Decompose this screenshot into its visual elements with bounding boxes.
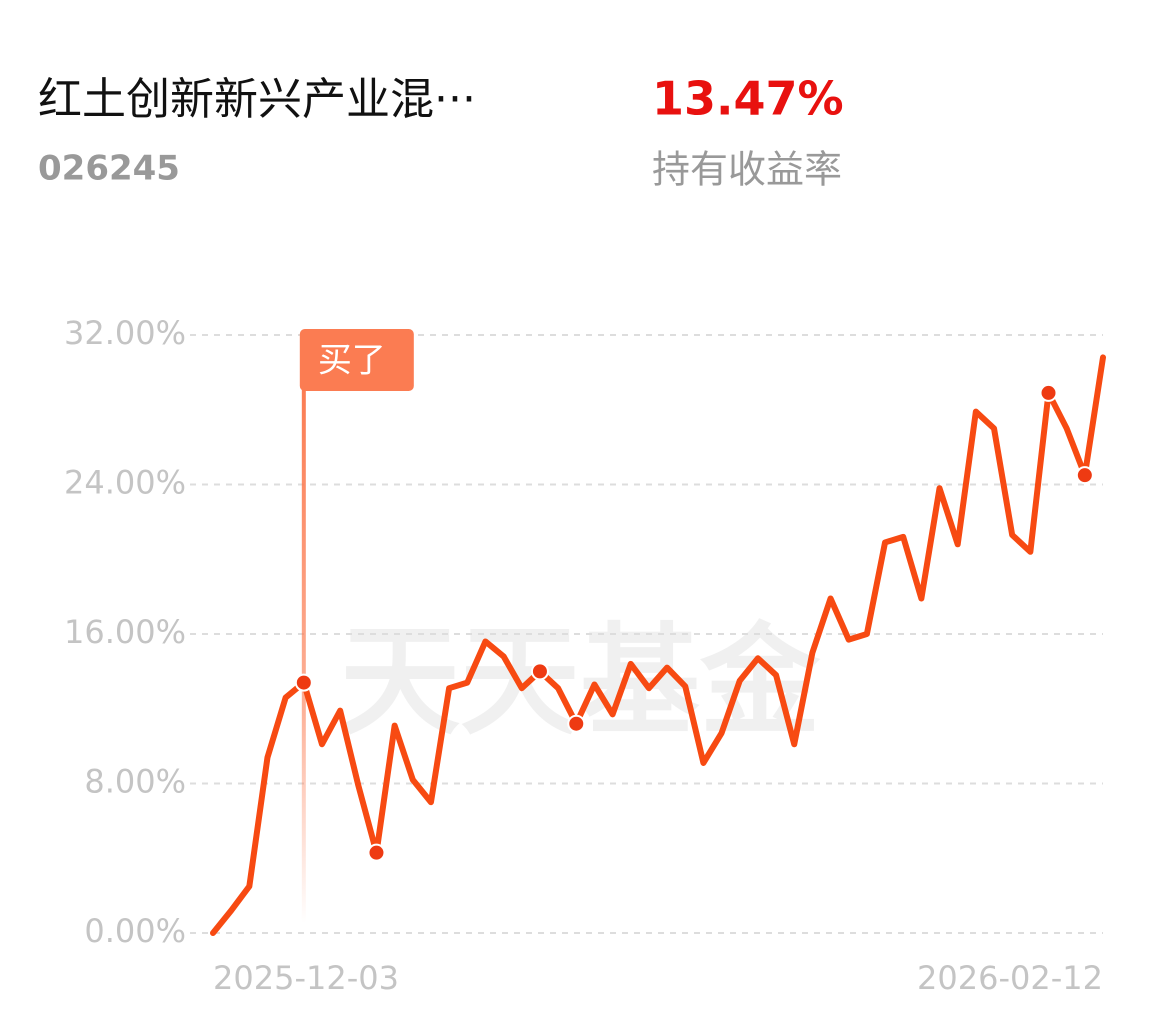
y-tick-label: 32.00% (64, 314, 186, 352)
x-tick-label: 2026-02-12 (917, 959, 1103, 997)
x-tick-label: 2025-12-03 (213, 959, 399, 997)
return-value: 13.47% (652, 72, 844, 126)
fund-code: 026245 (38, 149, 180, 189)
annotation-line (301, 385, 306, 923)
y-tick-label: 24.00% (64, 464, 186, 502)
fund-name: 红土创新新兴产业混··· (38, 74, 476, 125)
point-marker (567, 714, 586, 733)
point-marker (294, 673, 313, 692)
point-marker (1039, 383, 1058, 402)
return-label: 持有收益率 (652, 148, 842, 192)
line (210, 354, 1106, 936)
y-tick-label: 16.00% (64, 613, 186, 651)
point-marker (367, 843, 386, 862)
annotation-text: 买了 (318, 341, 386, 381)
y-tick-label: 8.00% (84, 763, 186, 801)
point-marker (530, 662, 549, 681)
annotation-flag (299, 329, 414, 391)
y-tick-label: 0.00% (84, 912, 186, 950)
point-marker (1075, 466, 1094, 485)
